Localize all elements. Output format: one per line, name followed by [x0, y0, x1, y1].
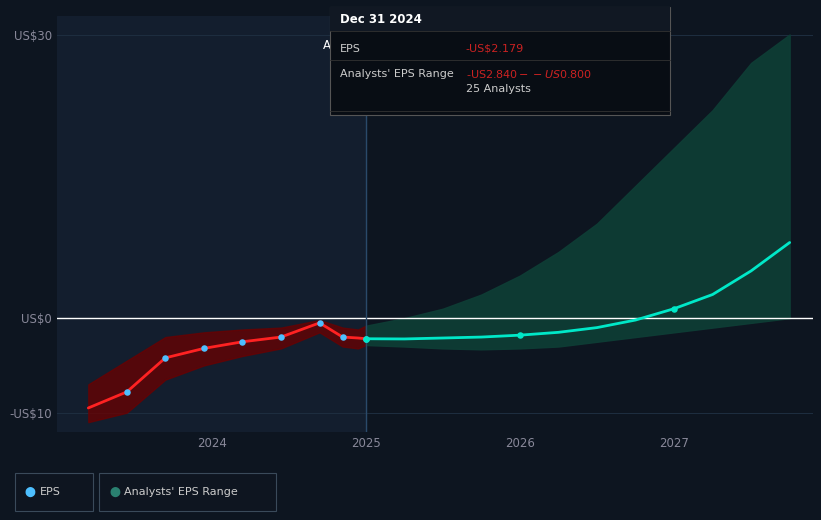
Point [360, 334, 373, 343]
Text: ⬤: ⬤ [25, 487, 35, 497]
Point [360, 334, 373, 343]
Point [197, 344, 210, 353]
Point [274, 333, 287, 341]
Point [313, 319, 326, 327]
Text: EPS: EPS [340, 44, 360, 54]
Point [513, 331, 526, 340]
Text: Analysts' EPS Range: Analysts' EPS Range [124, 487, 238, 497]
Text: Analysts Forecasts: Analysts Forecasts [372, 39, 482, 52]
Text: EPS: EPS [39, 487, 60, 497]
Text: -US$2.179: -US$2.179 [466, 44, 524, 54]
Text: 25 Analysts: 25 Analysts [466, 84, 530, 95]
Text: Analysts' EPS Range: Analysts' EPS Range [340, 69, 454, 79]
Point [667, 305, 681, 313]
Point [336, 333, 349, 341]
Text: -US$2.840 - -US$0.800: -US$2.840 - -US$0.800 [466, 68, 592, 80]
Bar [57, 16, 366, 432]
Point [236, 337, 249, 346]
Text: Dec 31 2024: Dec 31 2024 [340, 12, 422, 25]
Text: Actual: Actual [323, 39, 360, 52]
Point [158, 354, 172, 362]
Point [120, 388, 133, 396]
Text: ⬤: ⬤ [109, 487, 120, 497]
